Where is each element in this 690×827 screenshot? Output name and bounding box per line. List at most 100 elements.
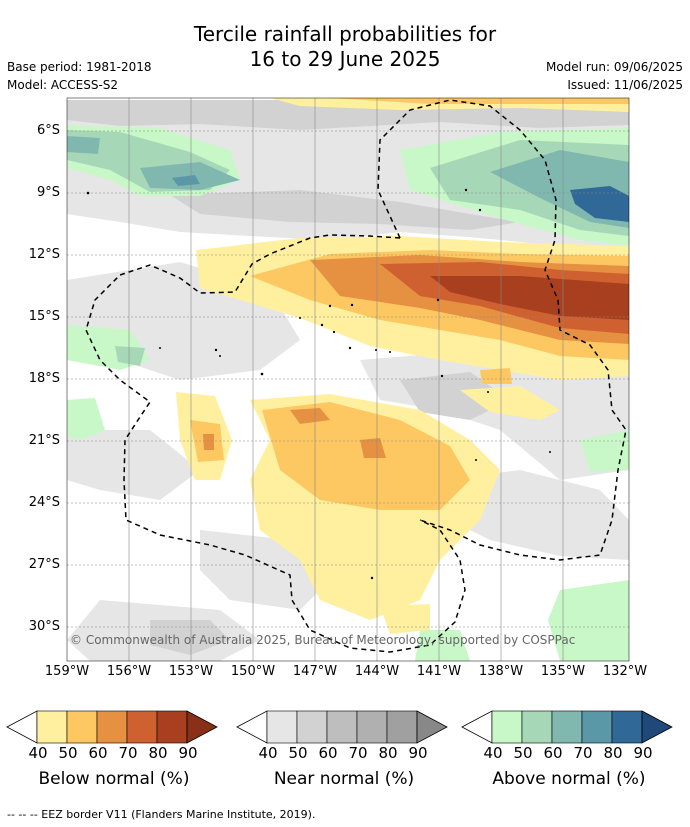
lat-label: 30°S (28, 619, 60, 634)
legend-tick: 40 (28, 744, 48, 762)
below-normal-region (460, 386, 560, 420)
legend-tick: 60 (543, 744, 563, 762)
legend-swatch (611, 710, 643, 744)
legend-tick: 70 (348, 744, 368, 762)
below-normal-region (203, 434, 214, 450)
model-name: Model: ACCESS-S2 (7, 78, 119, 92)
legend-extend-low (6, 710, 38, 744)
legend-swatch (96, 710, 128, 744)
near-normal-region (67, 430, 200, 500)
above-normal-region (580, 430, 629, 472)
lon-label: 135°W (540, 664, 586, 679)
legend-tick: 50 (513, 744, 533, 762)
above-normal-region (548, 580, 629, 661)
lon-label: 132°W (602, 664, 648, 679)
base-period: Base period: 1981-2018 (7, 60, 152, 74)
legend-swatch (581, 710, 613, 744)
legend-tick: 80 (148, 744, 168, 762)
eez-border (85, 234, 466, 653)
lon-label: 141°W (416, 664, 462, 679)
legend-extend-low (461, 710, 493, 744)
lat-label: 9°S (36, 185, 60, 200)
near-normal-region (170, 190, 520, 230)
lon-label: 138°W (478, 664, 524, 679)
lat-label: 15°S (28, 309, 60, 324)
lat-label: 12°S (28, 247, 60, 262)
legend-extend-high (641, 710, 673, 744)
map-gridlines-lon (128, 98, 564, 661)
above-normal-region (570, 186, 629, 222)
below-normal-region (430, 276, 629, 320)
lat-label: 6°S (36, 123, 60, 138)
legend-swatch (36, 710, 68, 744)
above-normal-region (415, 630, 470, 661)
legend-swatch (126, 710, 158, 744)
above-normal-region (115, 346, 145, 366)
legend-swatch (326, 710, 358, 744)
legend-swatch (266, 710, 298, 744)
legend-tick: 70 (573, 744, 593, 762)
legend-tick: 90 (408, 744, 428, 762)
meta-left: Base period: 1981-2018 Model: ACCESS-S2 (7, 58, 152, 94)
probability-shading (67, 98, 629, 661)
above-normal-region (67, 136, 100, 154)
legend-swatch (66, 710, 98, 744)
legend-colorbars (6, 710, 673, 744)
lon-label: 144°W (354, 664, 400, 679)
legend-tick: 40 (483, 744, 503, 762)
lat-label: 27°S (28, 557, 60, 572)
below-normal-region (360, 438, 386, 458)
legend-tick: 60 (318, 744, 338, 762)
lon-label: 156°W (106, 664, 152, 679)
map-title: Tercile rainfall probabilities for 16 to… (0, 22, 690, 72)
legend-swatch (356, 710, 388, 744)
lon-label: 153°W (168, 664, 214, 679)
legend-tick: 90 (633, 744, 653, 762)
legend-extend-high (186, 710, 218, 744)
legend-caption: Near normal (%) (273, 769, 415, 789)
eez-border (377, 99, 627, 561)
legend-swatch (521, 710, 553, 744)
legend-caption: Above normal (%) (492, 769, 646, 789)
below-normal-region (480, 368, 512, 384)
legend-tick: 40 (258, 744, 278, 762)
eez-borders (85, 99, 627, 653)
issued-date: Issued: 11/06/2025 (567, 78, 683, 92)
lon-label: 147°W (292, 664, 338, 679)
model-run: Model run: 09/06/2025 (545, 60, 683, 74)
map-frame (66, 97, 630, 662)
eez-footnote: -- -- -- EEZ border V11 (Flanders Marine… (7, 808, 316, 821)
legend-extend-low (236, 710, 268, 744)
legend-tick: 70 (118, 744, 138, 762)
legend-tick: 80 (603, 744, 623, 762)
legend-caption: Below normal (%) (38, 769, 190, 789)
above-normal-region (172, 175, 200, 186)
legend-swatch (386, 710, 418, 744)
title-line-2: 16 to 29 June 2025 (249, 47, 441, 71)
legend-swatch (551, 710, 583, 744)
legend-tick: 50 (58, 744, 78, 762)
copyright-notice: © Commonwealth of Australia 2025, Bureau… (70, 633, 576, 647)
below-normal-region (380, 604, 430, 634)
islands (86, 188, 551, 580)
below-normal-region (290, 408, 330, 424)
legend-tick: 50 (288, 744, 308, 762)
lat-label: 18°S (28, 371, 60, 386)
map-gridlines (67, 130, 629, 628)
lat-label: 21°S (28, 433, 60, 448)
legend-swatch (296, 710, 328, 744)
title-line-1: Tercile rainfall probabilities for (193, 22, 497, 46)
legend-tick: 60 (88, 744, 108, 762)
legend-swatch (156, 710, 188, 744)
lon-label: 150°W (230, 664, 276, 679)
legend-tick: 90 (178, 744, 198, 762)
near-normal-region (150, 620, 230, 655)
legend-extend-high (416, 710, 448, 744)
lat-label: 24°S (28, 495, 60, 510)
legend-tick: 80 (378, 744, 398, 762)
meta-right: Model run: 09/06/2025 Issued: 11/06/2025 (546, 58, 683, 94)
legend-swatch (491, 710, 523, 744)
lon-label: 159°W (44, 664, 90, 679)
above-normal-region (67, 398, 105, 440)
